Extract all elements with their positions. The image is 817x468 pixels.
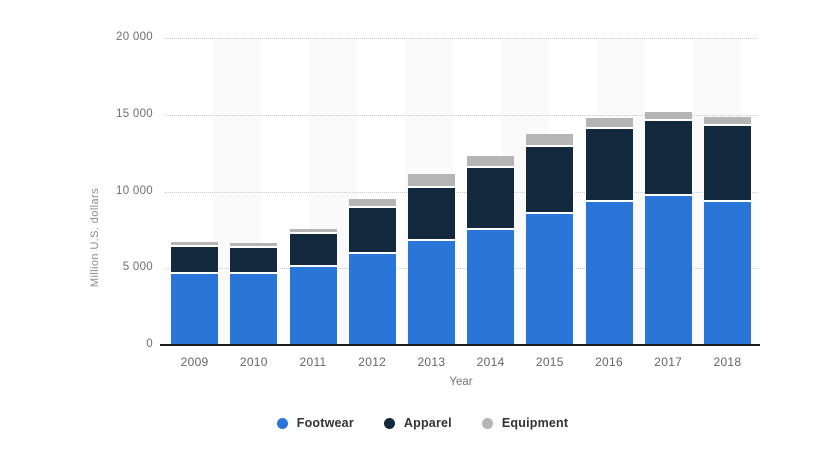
bar-slot-2010	[224, 38, 283, 345]
bar-segment-equipment-2016[interactable]	[585, 118, 633, 130]
x-axis-tick-label-2016: 2016	[595, 355, 623, 369]
bar-segment-equipment-2014[interactable]	[467, 156, 515, 169]
bar-segment-footwear-2016[interactable]	[585, 202, 633, 345]
x-axis-ticks: 2009 2010 2011 2012 2013 2014 2015 2016 2017 2018	[165, 355, 757, 369]
bar-segment-apparel-2018[interactable]	[703, 126, 751, 202]
bar-2014	[467, 156, 515, 345]
bar-2012	[348, 199, 396, 345]
bar-2009	[171, 242, 219, 345]
legend-item-footwear[interactable]: Footwear	[276, 416, 354, 430]
bar-segment-apparel-2013[interactable]	[407, 187, 455, 241]
legend-swatch-equipment-icon	[481, 417, 493, 429]
bar-segment-footwear-2015[interactable]	[526, 213, 574, 345]
y-axis-tick-label: 5 000	[122, 261, 153, 274]
bar-segment-footwear-2012[interactable]	[348, 253, 396, 345]
bar-segment-footwear-2018[interactable]	[703, 201, 751, 345]
bar-segment-footwear-2009[interactable]	[171, 273, 219, 345]
x-axis-line	[160, 344, 760, 346]
bar-segment-apparel-2010[interactable]	[230, 247, 278, 275]
bar-slot-2015	[520, 38, 579, 345]
bar-segment-equipment-2015[interactable]	[526, 134, 574, 147]
x-axis-tick-label-2015: 2015	[535, 355, 564, 369]
gridline	[165, 191, 757, 193]
bar-slot-2018	[698, 38, 757, 345]
bar-segment-footwear-2014[interactable]	[467, 230, 515, 345]
bar-slot-2011	[283, 38, 342, 345]
bar-segment-apparel-2011[interactable]	[289, 234, 337, 267]
bar-segment-apparel-2017[interactable]	[644, 121, 692, 197]
legend-label: Apparel	[403, 416, 452, 430]
x-axis-title: Year	[449, 376, 473, 388]
legend-item-equipment[interactable]: Equipment	[481, 416, 569, 430]
bar-segment-equipment-2017[interactable]	[644, 111, 692, 122]
bar-2011	[289, 228, 337, 345]
legend-item-apparel[interactable]: Apparel	[383, 416, 452, 430]
x-axis-tick-label-2017: 2017	[654, 355, 683, 369]
bar-segment-equipment-2012[interactable]	[348, 199, 396, 209]
legend-label: Footwear	[296, 416, 354, 430]
plot-area	[165, 38, 757, 345]
bars-layer	[165, 38, 757, 345]
x-axis-tick-label-2012: 2012	[358, 355, 387, 369]
bar-slot-2016	[579, 38, 638, 345]
gridline	[165, 38, 757, 39]
bar-slot-2013	[402, 38, 461, 345]
y-axis-tick-label: 0	[146, 338, 153, 350]
bar-slot-2017	[639, 38, 698, 345]
bar-slot-2012	[343, 38, 402, 345]
legend-label: Equipment	[501, 416, 569, 430]
legend: Footwear Apparel Equipment	[0, 416, 817, 430]
bar-2010	[230, 243, 278, 345]
bar-segment-footwear-2013[interactable]	[407, 240, 455, 345]
x-axis-tick-label-2014: 2014	[476, 355, 505, 369]
x-axis-tick-label-2018: 2018	[713, 355, 742, 369]
x-axis-tick-label-2010: 2010	[239, 355, 268, 369]
bar-segment-equipment-2011[interactable]	[289, 228, 337, 235]
bar-2017	[644, 111, 692, 345]
bar-segment-footwear-2017[interactable]	[644, 196, 692, 345]
bar-2016	[585, 118, 633, 345]
x-axis-tick-label-2009: 2009	[180, 355, 209, 369]
y-axis-tick-label: 10 000	[116, 184, 153, 197]
x-axis-tick-label-2013: 2013	[417, 355, 446, 369]
x-axis-tick-label-2011: 2011	[299, 355, 327, 369]
bar-segment-apparel-2012[interactable]	[348, 208, 396, 254]
y-axis-tick-label: 20 000	[116, 31, 153, 43]
bar-segment-footwear-2011[interactable]	[289, 266, 337, 345]
y-axis-tick-label: 15 000	[116, 107, 153, 120]
bar-segment-apparel-2016[interactable]	[585, 129, 633, 203]
bar-segment-apparel-2015[interactable]	[526, 146, 574, 214]
bar-segment-equipment-2018[interactable]	[703, 117, 751, 127]
bar-2013	[407, 174, 455, 345]
bar-2015	[526, 134, 574, 345]
bar-segment-footwear-2010[interactable]	[230, 274, 278, 345]
gridline	[165, 114, 757, 116]
bar-slot-2014	[461, 38, 520, 345]
legend-swatch-footwear-icon	[276, 417, 288, 429]
bar-2018	[703, 117, 751, 345]
gridline	[165, 268, 757, 270]
bar-segment-equipment-2009[interactable]	[171, 242, 219, 248]
bar-slot-2009	[165, 38, 224, 345]
bar-segment-apparel-2009[interactable]	[171, 247, 219, 274]
bar-segment-equipment-2013[interactable]	[407, 174, 455, 188]
bar-segment-apparel-2014[interactable]	[467, 168, 515, 230]
bar-segment-equipment-2010[interactable]	[230, 243, 278, 248]
legend-swatch-apparel-icon	[383, 417, 395, 429]
